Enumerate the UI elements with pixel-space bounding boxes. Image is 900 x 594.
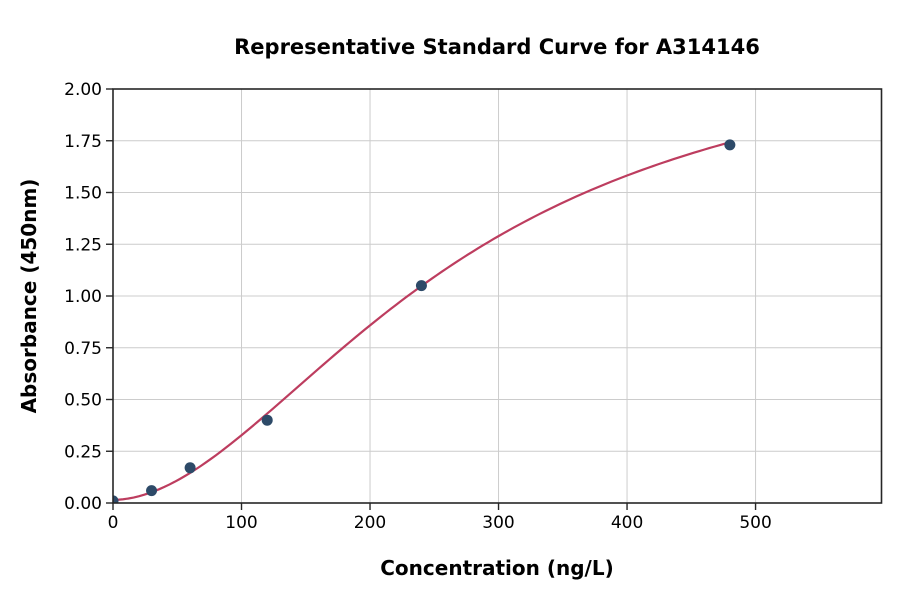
x-tick-label: 400 <box>611 513 643 533</box>
x-tick-label: 300 <box>482 513 514 533</box>
y-tick-label: 0.00 <box>64 494 102 514</box>
y-axis-label: Absorbance (450nm) <box>17 179 41 414</box>
y-tick-label: 1.75 <box>64 132 102 152</box>
data-point <box>184 462 196 474</box>
y-tick-label: 0.50 <box>64 391 102 411</box>
chart-title: Representative Standard Curve for A31414… <box>234 35 760 59</box>
data-point <box>261 414 273 426</box>
x-tick-label: 0 <box>108 513 119 533</box>
x-tick-label: 200 <box>354 513 386 533</box>
x-tick-label: 500 <box>739 513 771 533</box>
x-tick-label: 100 <box>225 513 257 533</box>
y-tick-label: 0.75 <box>64 339 102 359</box>
tick-layer <box>106 88 757 510</box>
data-point <box>113 495 119 503</box>
y-tick-label: 1.50 <box>64 184 102 204</box>
data-point <box>415 280 427 292</box>
y-tick-label: 1.25 <box>64 235 102 255</box>
fit-curve-line <box>113 141 731 501</box>
y-tick-label: 2.00 <box>64 80 102 100</box>
y-tick-label: 0.25 <box>64 442 102 462</box>
data-point <box>724 139 736 151</box>
series-layer <box>113 139 736 503</box>
y-tick-label: 1.00 <box>64 287 102 307</box>
tick-label-layer: 0 100 200 300 400 500 0.00 0.25 0.50 0.75 1.00 1.25… <box>64 80 772 533</box>
x-axis-label: Concentration (ng/L) <box>380 556 613 580</box>
grid-layer <box>113 89 882 503</box>
data-point <box>146 485 158 497</box>
